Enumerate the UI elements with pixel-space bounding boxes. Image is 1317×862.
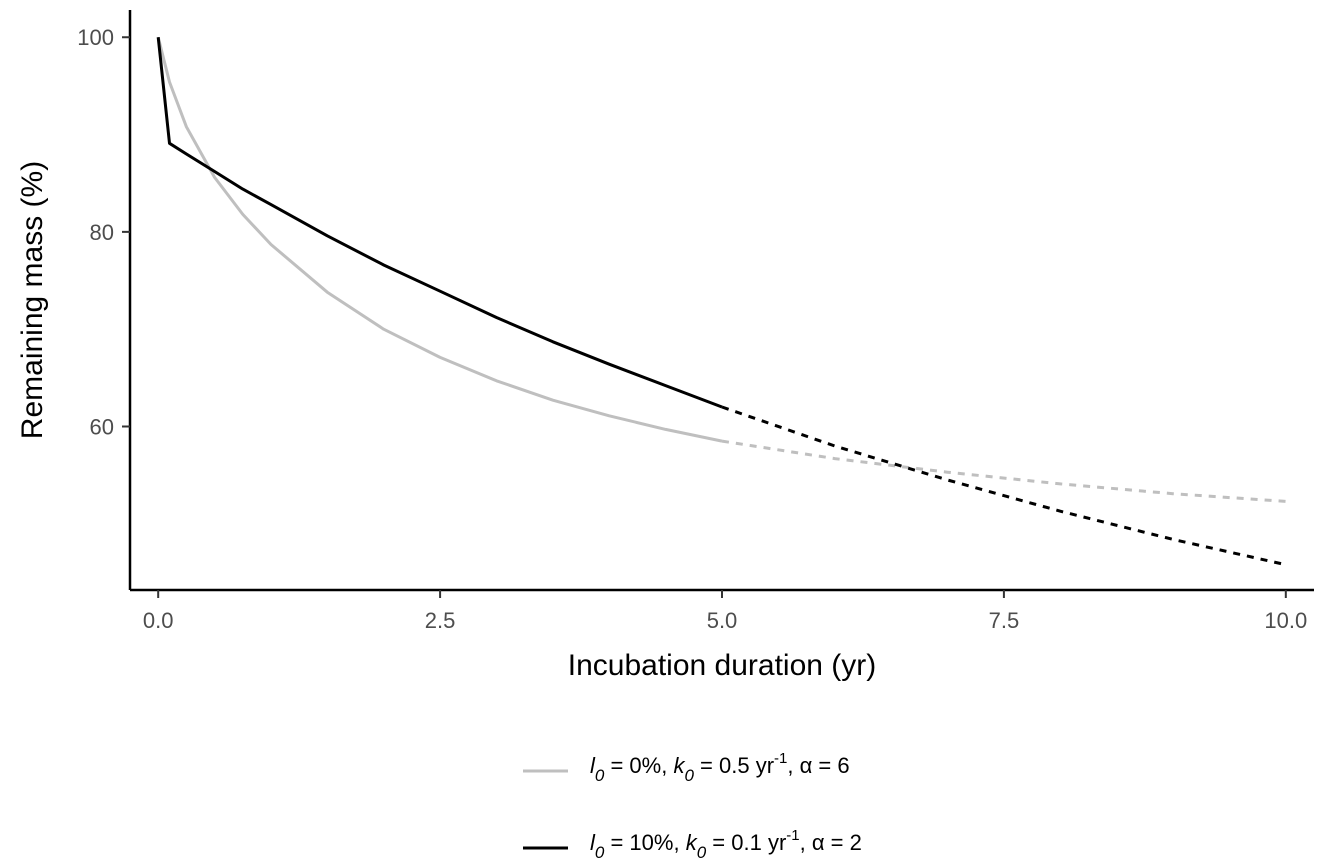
series-1-line-projected bbox=[721, 439, 1286, 503]
series-layer bbox=[156, 36, 1287, 567]
x-tick-label: 2.5 bbox=[425, 608, 456, 633]
y-tick-label: 60 bbox=[90, 415, 114, 440]
x-ticks: 0.0 2.5 5.0 7.5 10.0 bbox=[143, 590, 1307, 633]
x-axis-title: Incubation duration (yr) bbox=[568, 649, 877, 682]
series-1-line-observed bbox=[156, 36, 723, 443]
x-tick-label: 0.0 bbox=[143, 608, 174, 633]
y-tick-label: 100 bbox=[77, 25, 114, 50]
y-tick-label: 80 bbox=[90, 220, 114, 245]
legend-label-1: l0 = 0%, k0 = 0.5 yr-1, α = 6 bbox=[590, 750, 850, 785]
series-2-line-observed bbox=[156, 37, 723, 409]
legend-label-2: l0 = 10%, k0 = 0.1 yr-1, α = 2 bbox=[590, 827, 862, 862]
legend: l0 = 0%, k0 = 0.5 yr-1, α = 6 l0 = 10%, k… bbox=[523, 750, 862, 862]
x-tick-label: 7.5 bbox=[989, 608, 1020, 633]
x-tick-label: 5.0 bbox=[707, 608, 738, 633]
series-2-line-projected bbox=[721, 405, 1287, 567]
x-tick-label: 10.0 bbox=[1264, 608, 1307, 633]
y-axis-title: Remaining mass (%) bbox=[16, 161, 49, 439]
y-ticks: 60 80 100 bbox=[77, 25, 130, 440]
